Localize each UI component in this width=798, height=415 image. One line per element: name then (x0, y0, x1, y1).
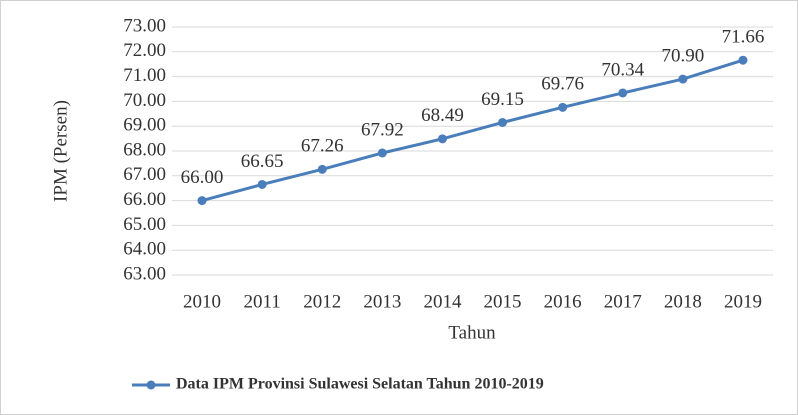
y-tick-label: 66.00 (123, 189, 166, 210)
x-tick-label: 2010 (183, 291, 221, 312)
y-tick-label: 72.00 (123, 40, 166, 61)
data-point (678, 74, 688, 84)
legend-marker (146, 380, 156, 390)
x-tick-label: 2017 (604, 291, 642, 312)
y-tick-label: 65.00 (123, 214, 166, 235)
y-axis-label: IPM (Persen) (50, 100, 71, 202)
data-label: 71.66 (722, 27, 765, 48)
data-point (558, 102, 568, 112)
data-point (317, 164, 327, 174)
data-label: 66.00 (181, 167, 224, 188)
y-tick-label: 71.00 (123, 65, 166, 86)
data-point (498, 117, 508, 127)
data-point (437, 134, 447, 144)
data-point (257, 179, 267, 189)
y-tick-label: 73.00 (123, 15, 166, 36)
x-tick-label: 2013 (363, 291, 401, 312)
data-label: 67.26 (301, 136, 344, 157)
data-point (197, 196, 207, 206)
data-point (377, 148, 387, 158)
data-label: 69.76 (541, 74, 584, 95)
x-tick-label: 2015 (484, 291, 522, 312)
x-tick-label: 2019 (724, 291, 762, 312)
x-axis-label: Tahun (448, 322, 496, 343)
y-tick-label: 63.00 (123, 263, 166, 284)
data-label: 66.65 (241, 151, 284, 172)
x-tick-label: 2016 (544, 291, 582, 312)
y-tick-label: 67.00 (123, 164, 166, 185)
y-tick-label: 69.00 (123, 115, 166, 136)
data-label: 70.90 (661, 45, 704, 66)
data-label: 68.49 (421, 105, 464, 126)
x-tick-label: 2018 (664, 291, 702, 312)
y-tick-label: 64.00 (123, 239, 166, 260)
x-tick-label: 2011 (244, 291, 281, 312)
data-label: 67.92 (361, 119, 404, 140)
data-line (201, 58, 744, 203)
x-tick-label: 2012 (303, 291, 341, 312)
y-tick-label: 68.00 (123, 139, 166, 160)
x-tick-label: 2014 (423, 291, 462, 312)
data-point (738, 55, 748, 65)
data-label: 70.34 (601, 59, 644, 80)
y-tick-label: 70.00 (123, 90, 166, 111)
data-point (618, 88, 628, 98)
legend-label: Data IPM Provinsi Sulawesi Selatan Tahun… (176, 376, 544, 393)
data-label: 69.15 (481, 89, 524, 110)
